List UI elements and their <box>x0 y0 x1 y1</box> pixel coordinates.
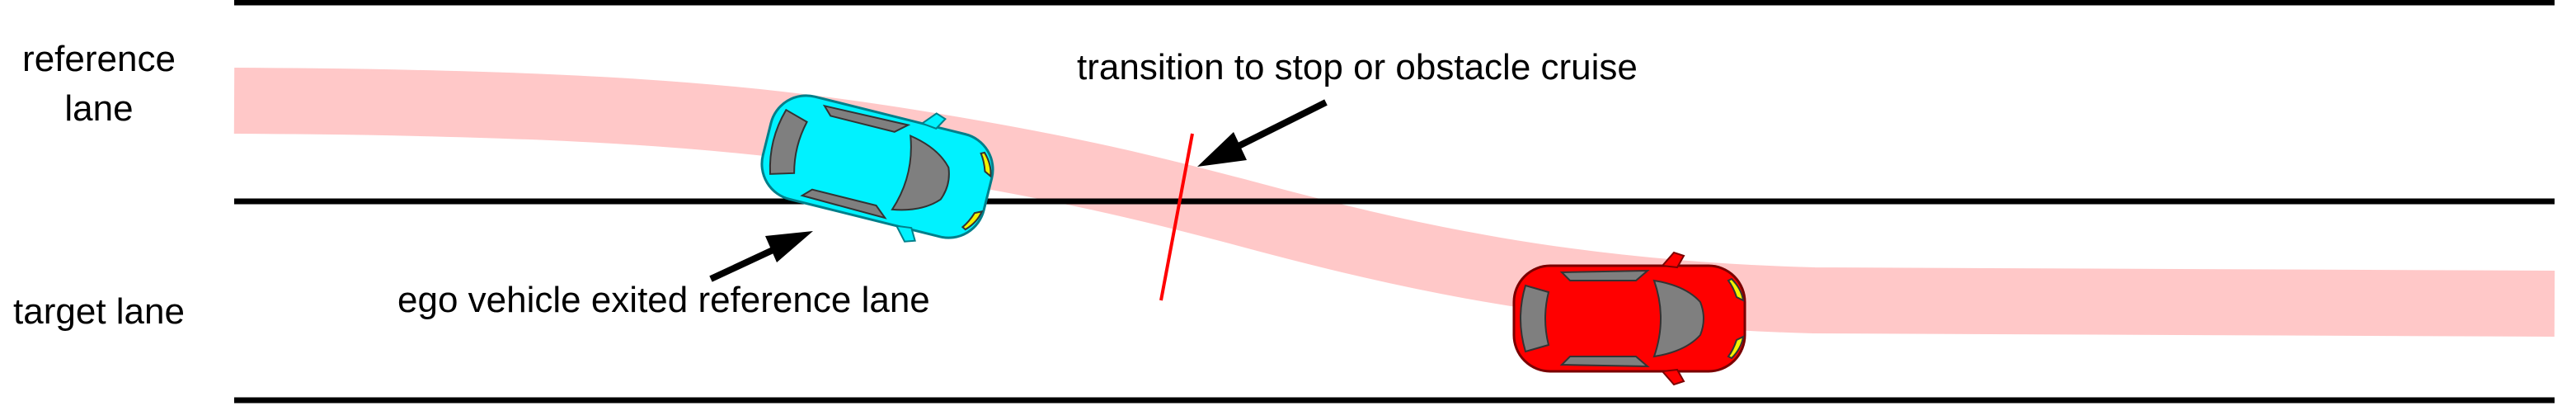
ego-car-icon <box>760 94 994 243</box>
transition-arrow <box>1197 99 1328 167</box>
transition-marker-line <box>1159 133 1194 301</box>
red-car-icon <box>1512 251 1746 386</box>
transition-annotation: transition to stop or obstacle cruise <box>1077 47 1638 87</box>
ego-exit-annotation: ego vehicle exited reference lane <box>397 280 930 320</box>
target-lane-label: target lane <box>13 291 185 332</box>
reference-lane-label: reference lane <box>22 39 176 129</box>
exit-arrow <box>709 231 813 282</box>
